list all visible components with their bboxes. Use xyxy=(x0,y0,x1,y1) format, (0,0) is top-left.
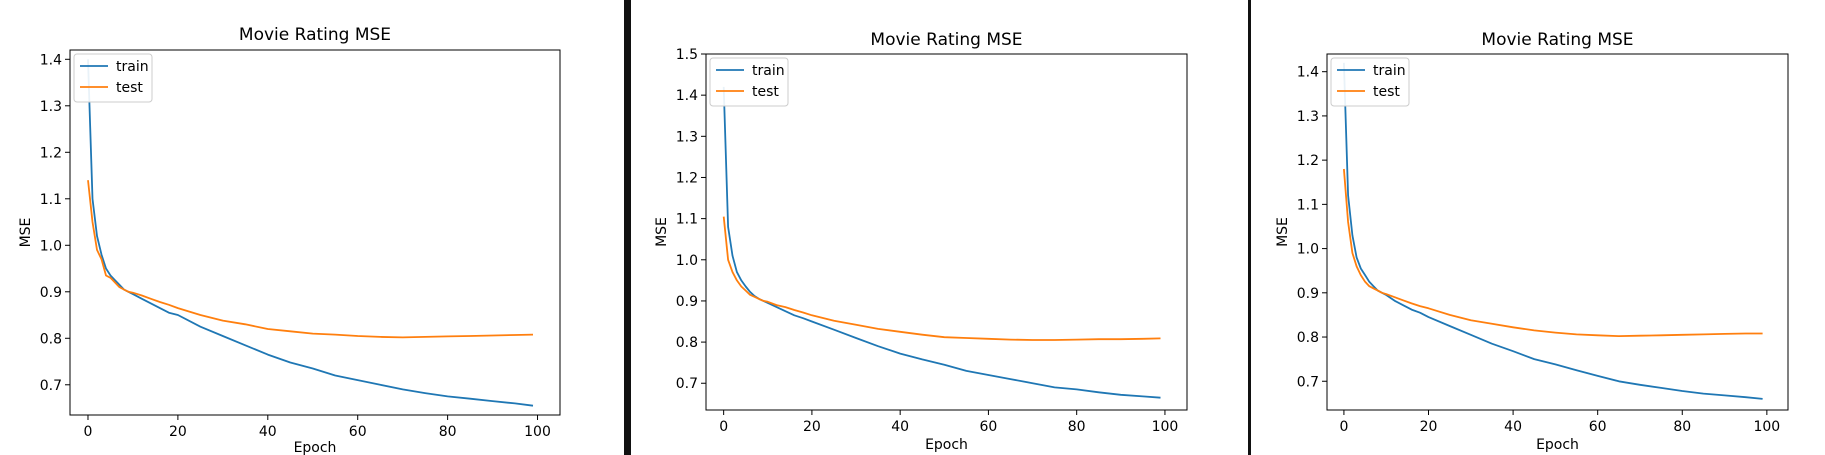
y-tick-label: 1.2 xyxy=(676,170,698,186)
y-tick-label: 1.0 xyxy=(1297,242,1319,258)
x-tick-label: 80 xyxy=(1068,419,1086,435)
legend-label-train: train xyxy=(1373,63,1406,79)
plot-frame xyxy=(1326,53,1789,411)
legend-label-train: train xyxy=(116,59,149,75)
y-tick-label: 1.4 xyxy=(676,88,698,104)
chart-3-svg: Movie Rating MSE 0 20 40 60 80 100 0.7 0.8 0.9 1.0… xyxy=(1275,30,1789,453)
y-tick-label: 0.7 xyxy=(40,378,62,394)
y-axis-label: MSE xyxy=(654,217,670,247)
x-axis-label: Epoch xyxy=(294,440,337,455)
y-tick-label: 1.0 xyxy=(676,253,698,269)
y-tick-label: 0.8 xyxy=(1297,330,1319,346)
window-divider-1 xyxy=(624,0,631,455)
x-tick-label: 60 xyxy=(980,419,998,435)
x-tick-label: 0 xyxy=(84,424,93,440)
y-tick-label: 1.1 xyxy=(676,212,698,228)
plot-frame xyxy=(705,53,1188,411)
series-line-test xyxy=(722,216,1161,341)
y-tick-label: 0.9 xyxy=(1297,286,1319,302)
chart-panel-3: Movie Rating MSE 0 20 40 60 80 100 0.7 0.8 0.9 1.0… xyxy=(1251,0,1825,455)
y-tick-label: 1.2 xyxy=(1297,153,1319,169)
y-tick-label: 0.8 xyxy=(40,331,62,347)
series-line-test xyxy=(1343,168,1763,338)
x-tick-label: 40 xyxy=(259,424,277,440)
chart-title: Movie Rating MSE xyxy=(239,25,391,45)
x-tick-label: 100 xyxy=(1152,419,1179,435)
y-tick-label: 0.8 xyxy=(676,335,698,351)
y-tick-label: 1.3 xyxy=(40,99,62,115)
x-tick-label: 80 xyxy=(1673,419,1691,435)
x-tick-label: 100 xyxy=(524,424,551,440)
y-tick-label: 1.1 xyxy=(40,192,62,208)
y-axis-label: MSE xyxy=(18,218,34,248)
series-line-train xyxy=(87,59,534,407)
series-line-train xyxy=(1343,62,1763,400)
y-tick-label: 0.9 xyxy=(40,285,62,301)
chart-title: Movie Rating MSE xyxy=(1481,30,1633,50)
legend-label-test: test xyxy=(752,84,779,100)
y-tick-label: 1.4 xyxy=(40,52,62,68)
y-tick-label: 1.5 xyxy=(676,47,698,63)
chart-panel-1: Movie Rating MSE 0 20 40 60 80 100 0.7 0.8 0.9 1.0… xyxy=(0,0,624,455)
y-axis-label: MSE xyxy=(1275,217,1291,247)
x-axis-label: Epoch xyxy=(1536,437,1579,453)
x-tick-label: 80 xyxy=(439,424,457,440)
x-tick-label: 60 xyxy=(349,424,367,440)
legend-label-test: test xyxy=(1373,84,1400,100)
x-axis-label: Epoch xyxy=(925,437,968,453)
x-tick-label: 40 xyxy=(891,419,909,435)
x-tick-label: 60 xyxy=(1589,419,1607,435)
y-tick-label: 1.4 xyxy=(1297,65,1319,81)
x-tick-label: 20 xyxy=(803,419,821,435)
y-tick-label: 1.2 xyxy=(40,145,62,161)
x-tick-label: 20 xyxy=(1420,419,1438,435)
chart-1-svg: Movie Rating MSE 0 20 40 60 80 100 0.7 0.8 0.9 1.0… xyxy=(18,25,561,455)
y-tick-label: 0.7 xyxy=(676,376,698,392)
x-tick-label: 40 xyxy=(1504,419,1522,435)
x-tick-label: 20 xyxy=(169,424,187,440)
series-line-test xyxy=(87,180,534,339)
plot-frame xyxy=(69,49,561,416)
legend-label-test: test xyxy=(116,80,143,96)
x-tick-label: 0 xyxy=(1339,419,1348,435)
y-tick-label: 1.3 xyxy=(676,129,698,145)
y-tick-label: 1.3 xyxy=(1297,109,1319,125)
window-divider-2 xyxy=(1248,0,1251,455)
y-tick-label: 1.1 xyxy=(1297,197,1319,213)
y-tick-label: 0.9 xyxy=(676,294,698,310)
x-tick-label: 0 xyxy=(719,419,728,435)
y-tick-label: 0.7 xyxy=(1297,374,1319,390)
chart-panel-2: Movie Rating MSE 0 20 40 60 80 100 0.7 0.8 0.9 1.0… xyxy=(631,0,1248,455)
series-line-train xyxy=(722,86,1161,399)
y-tick-label: 1.0 xyxy=(40,238,62,254)
chart-2-svg: Movie Rating MSE 0 20 40 60 80 100 0.7 0.8 0.9 1.0… xyxy=(654,30,1188,453)
legend-label-train: train xyxy=(752,63,785,79)
chart-title: Movie Rating MSE xyxy=(870,30,1022,50)
x-tick-label: 100 xyxy=(1753,419,1780,435)
